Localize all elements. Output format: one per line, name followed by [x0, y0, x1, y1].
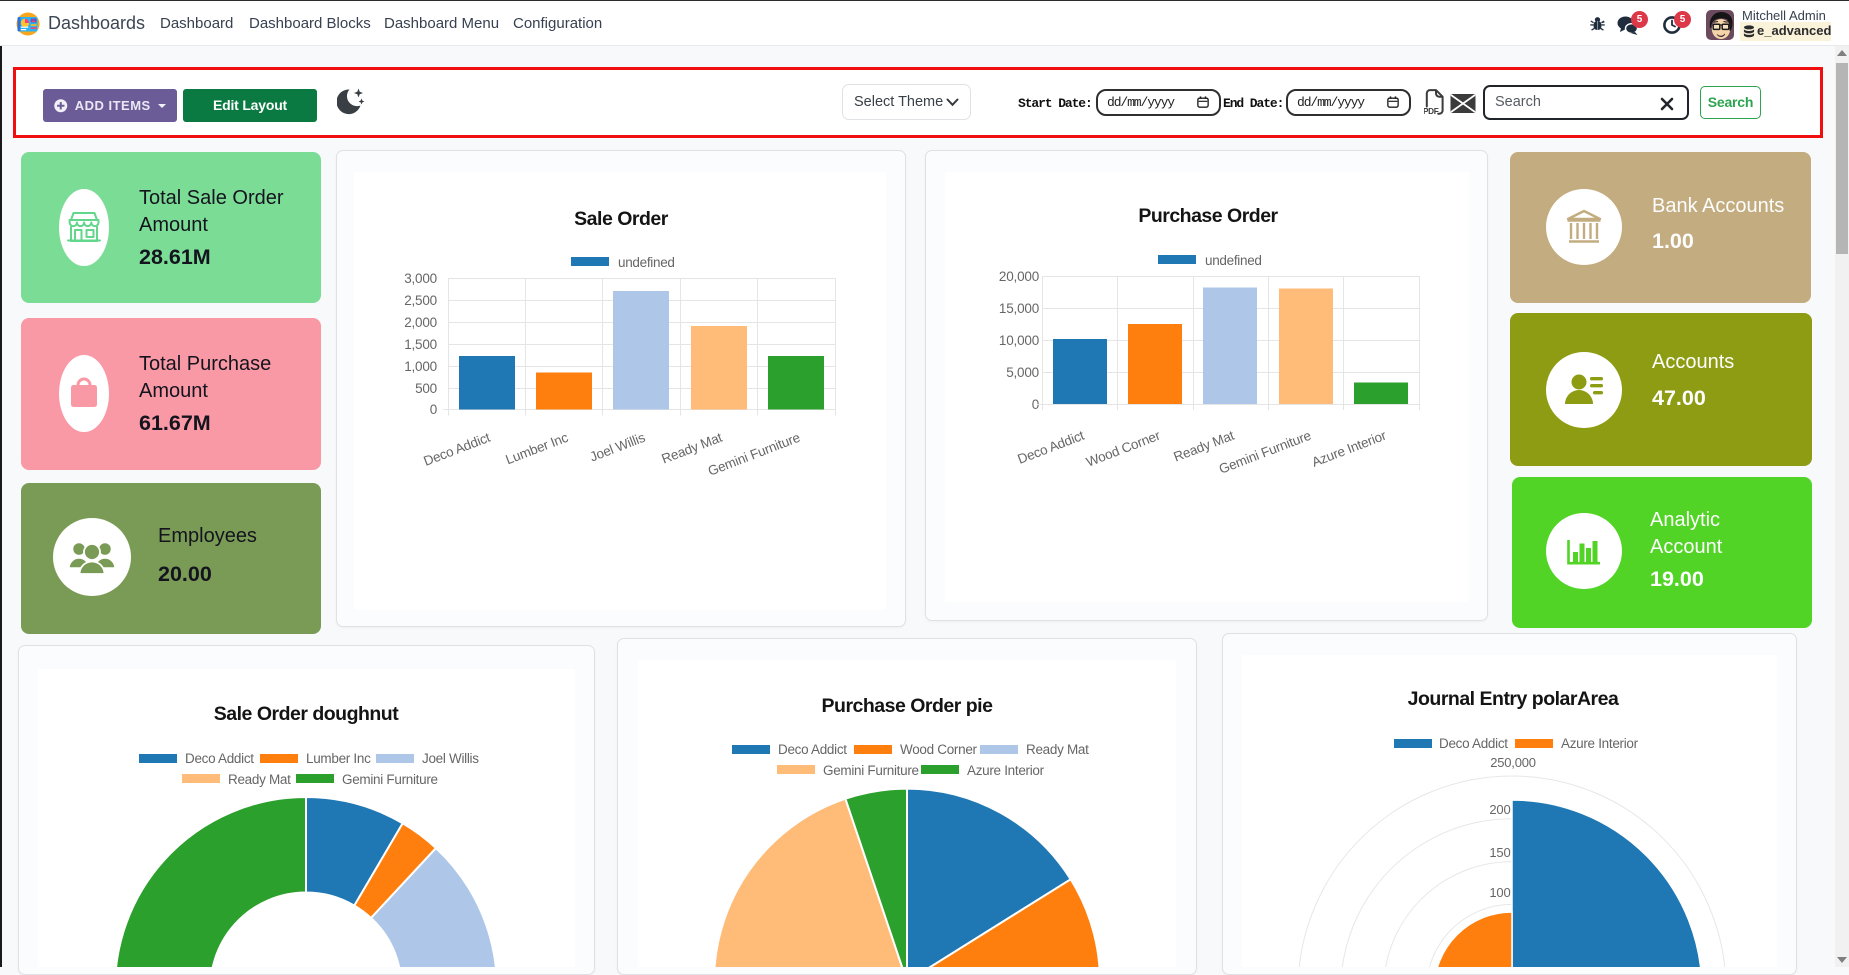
svg-text:Ready Mat: Ready Mat	[228, 772, 291, 787]
svg-text:Deco Addict: Deco Addict	[1439, 736, 1508, 751]
svg-text:3,000: 3,000	[404, 271, 437, 286]
svg-text:Journal Entry polarArea: Journal Entry polarArea	[1408, 688, 1619, 710]
svg-text:Joel Willis: Joel Willis	[422, 751, 479, 766]
svg-text:undefined: undefined	[618, 255, 675, 270]
svg-text:250,000: 250,000	[1490, 755, 1536, 770]
svg-text:0: 0	[430, 402, 437, 417]
svg-text:15,000: 15,000	[999, 301, 1039, 316]
svg-text:Lumber Inc: Lumber Inc	[306, 751, 371, 766]
svg-text:Deco Addict: Deco Addict	[778, 742, 847, 757]
svg-text:Azure Interior: Azure Interior	[1561, 736, 1639, 751]
svg-text:undefined: undefined	[1205, 253, 1262, 268]
svg-text:Gemini Furniture: Gemini Furniture	[342, 772, 438, 787]
svg-text:150: 150	[1489, 845, 1510, 860]
svg-text:Ready Mat: Ready Mat	[1026, 742, 1089, 757]
svg-text:Sale Order doughnut: Sale Order doughnut	[214, 703, 399, 725]
svg-text:0: 0	[1032, 397, 1039, 412]
svg-text:Sale Order: Sale Order	[574, 208, 669, 230]
svg-text:1,500: 1,500	[404, 337, 437, 352]
svg-text:2,500: 2,500	[404, 293, 437, 308]
svg-text:2,000: 2,000	[404, 315, 437, 330]
svg-text:Wood Corner: Wood Corner	[900, 742, 978, 757]
svg-text:PDF: PDF	[1424, 107, 1439, 115]
svg-text:200: 200	[1489, 802, 1510, 817]
svg-text:10,000: 10,000	[999, 333, 1039, 348]
svg-text:Deco Addict: Deco Addict	[185, 751, 254, 766]
svg-text:1,000: 1,000	[404, 359, 437, 374]
svg-text:Azure Interior: Azure Interior	[967, 763, 1045, 778]
svg-text:500: 500	[415, 381, 437, 396]
svg-text:100: 100	[1489, 885, 1510, 900]
svg-text:20,000: 20,000	[999, 269, 1039, 284]
svg-text:Gemini Furniture: Gemini Furniture	[823, 763, 919, 778]
svg-text:Purchase Order pie: Purchase Order pie	[822, 695, 994, 717]
svg-text:Purchase Order: Purchase Order	[1138, 205, 1278, 227]
svg-text:5,000: 5,000	[1006, 365, 1039, 380]
